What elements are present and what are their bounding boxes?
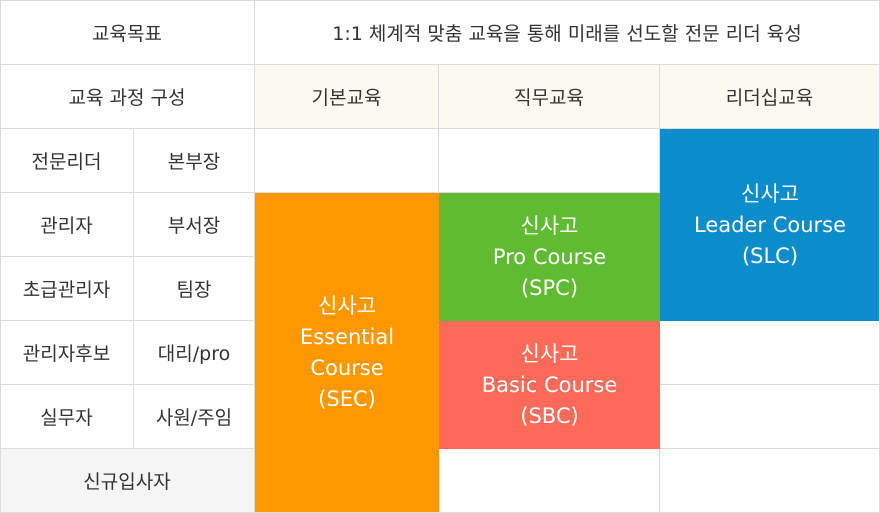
level-cell: 관리자후보 [0,321,134,385]
goal-text: 1:1 체계적 맞춤 교육을 통해 미래를 선도할 전문 리더 육성 [255,0,880,65]
position-cell: 부서장 [134,193,255,257]
level-cell: 실무자 [0,385,134,449]
column-header-basic: 기본교육 [255,65,439,129]
position-cell: 대리/pro [134,321,255,385]
structure-label: 교육 과정 구성 [0,65,255,129]
column-header-job: 직무교육 [439,65,660,129]
level-cell: 초급관리자 [0,257,134,321]
position-cell: 사원/주임 [134,385,255,449]
empty-cell [660,385,880,449]
empty-cell [439,449,660,513]
level-cell: 전문리더 [0,129,134,193]
course-spc-block: 신사고 Pro Course (SPC) [439,193,660,321]
goal-label: 교육목표 [0,0,255,65]
empty-cell [255,129,439,193]
course-spc-line: Pro Course [492,244,607,269]
course-sec-line: Course [310,356,384,380]
course-sec-code: (SEC) [318,387,376,411]
course-sbc-line: Basic Course [481,372,618,397]
column-header-leadership: 리더십교육 [660,65,880,129]
course-sec-title: 신사고 [318,294,376,318]
course-sec-block: 신사고 Essential Course (SEC) [255,193,439,513]
course-slc-code: (SLC) [741,243,799,268]
course-sbc-code: (SBC) [520,403,579,428]
course-slc-line: Leader Course [694,212,846,237]
new-hire-cell: 신규입사자 [0,449,255,513]
level-cell: 관리자 [0,193,134,257]
course-sbc-title: 신사고 [520,341,579,366]
course-spc-title: 신사고 [520,213,579,238]
course-sec-line: Essential [299,325,395,349]
empty-cell [660,321,880,385]
course-spc-code: (SPC) [520,275,579,300]
position-cell: 본부장 [134,129,255,193]
course-slc-title: 신사고 [741,181,799,206]
course-slc-block: 신사고 Leader Course (SLC) [660,129,880,321]
course-sbc-block: 신사고 Basic Course (SBC) [439,321,660,449]
empty-cell [439,129,660,193]
empty-cell [660,449,880,513]
position-cell: 팀장 [134,257,255,321]
